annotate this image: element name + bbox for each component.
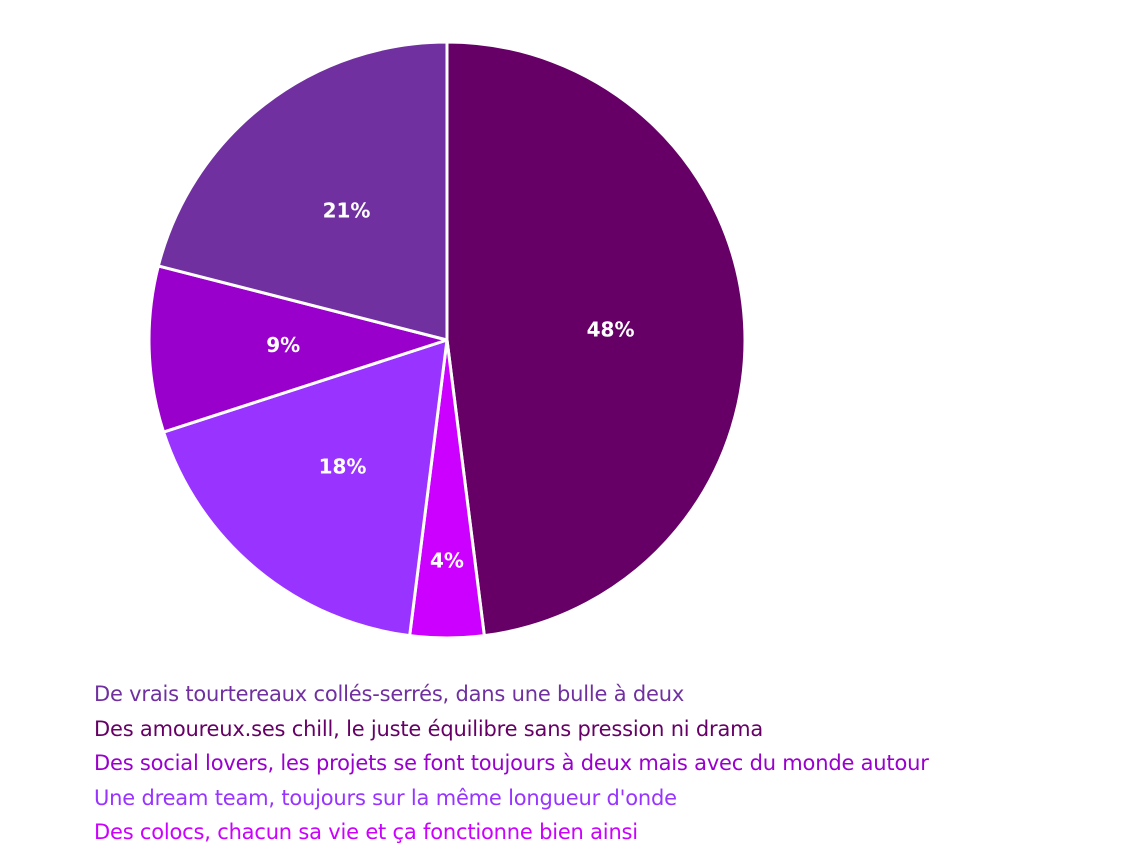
pie-slice-des-social-lovers-les-projets-se-font-to	[147, 264, 449, 434]
pie-slice-value-label: 18%	[319, 454, 367, 478]
chart-legend: De vrais tourtereaux collés-serrés, dans…	[94, 677, 929, 850]
legend-item: Des colocs, chacun sa vie et ça fonction…	[94, 820, 638, 844]
legend-item: De vrais tourtereaux collés-serrés, dans…	[94, 682, 685, 706]
pie-slice-value-label: 9%	[266, 333, 300, 357]
pie-slice-une-dream-team-toujours-sur-la-meme-long	[162, 338, 449, 638]
pie-slice-de-vrais-tourtereaux-colles-serres-dans-	[156, 40, 449, 342]
pie-slice-value-label: 4%	[430, 549, 464, 573]
pie-slice-des-amoureux-ses-chill-le-juste-equilibr	[445, 40, 747, 638]
legend-item: Une dream team, toujours sur la même lon…	[94, 785, 677, 810]
pie-slice-value-label: 21%	[323, 198, 371, 222]
legend-item: Des social lovers, les projets se font t…	[94, 751, 929, 775]
pie-slices	[147, 40, 747, 640]
pie-slice-labels: 48% 4% 18% 9% 21%	[266, 198, 634, 572]
pie-slice-value-label: 48%	[587, 318, 635, 342]
legend-item: Des amoureux.ses chill, le juste équilib…	[94, 716, 764, 741]
